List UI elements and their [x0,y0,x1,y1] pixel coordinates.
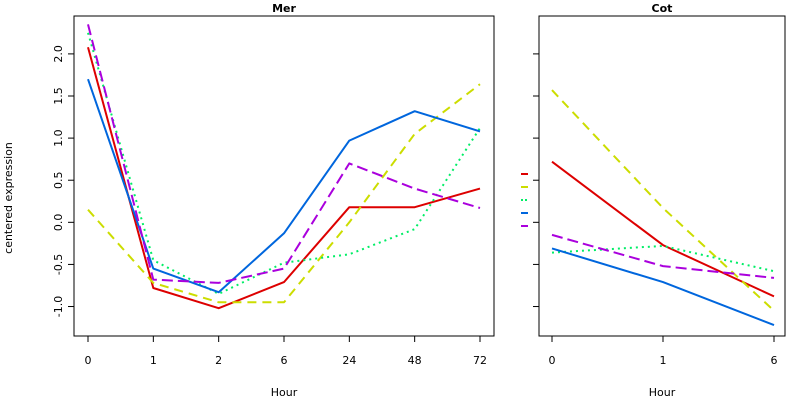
mer-x-tick-label: 0 [85,354,92,367]
cot-plot-frame [538,15,786,337]
mer-series-line-1 [87,46,481,310]
mer-panel: Mer Hour centered expression -1.0 -0.5 0.0… [2,2,495,399]
mer-y-tick-label: 0.0 [52,214,65,232]
cot-series-line-3 [551,244,775,273]
mer-y-tick-label: -1.0 [52,296,65,317]
mer-y-tick-label: 1.0 [52,129,65,147]
mer-y-tick-label: -0.5 [52,254,65,275]
mer-x-tick-label: 72 [473,354,487,367]
cot-x-axis: 0 1 6 [549,336,778,367]
mer-x-tick-label: 1 [150,354,157,367]
mer-x-axis: 0 1 2 6 24 48 72 [85,336,487,367]
mer-y-tick-label: 1.5 [52,87,65,105]
cot-series-line-5 [551,233,775,279]
mer-series-line-3 [87,32,481,295]
mer-y-axis: -1.0 -0.5 0.0 0.5 1.0 1.5 2.0 [52,45,74,317]
cot-x-tick-label: 0 [549,354,556,367]
mer-x-axis-label: Hour [271,386,298,399]
mer-panel-title: Mer [272,2,296,15]
mer-x-tick-label: 6 [281,354,288,367]
legend-keys [521,173,528,227]
cot-series-group [551,89,775,327]
mer-series-line-2 [87,83,481,304]
cot-x-tick-label: 1 [660,354,667,367]
cot-panel: Cot Hour 0 1 6 [533,2,786,399]
cot-series-line-2 [551,89,775,312]
mer-series-group [87,24,481,310]
mer-y-tick-label: 0.5 [52,171,65,189]
mer-x-tick-label: 48 [408,354,422,367]
cot-y-axis [533,53,539,308]
mer-y-tick-label: 2.0 [52,45,65,63]
cot-x-axis-label: Hour [649,386,676,399]
cot-x-tick-label: 6 [771,354,778,367]
mer-x-tick-label: 2 [215,354,222,367]
mer-series-line-4 [87,78,481,294]
mer-x-tick-label: 24 [342,354,356,367]
mer-plot-frame [73,15,495,337]
mer-series-line-5 [87,24,481,284]
y-axis-label: centered expression [2,142,15,254]
cot-panel-title: Cot [652,2,673,15]
cot-series-line-1 [551,160,775,298]
cot-series-line-4 [551,247,775,327]
